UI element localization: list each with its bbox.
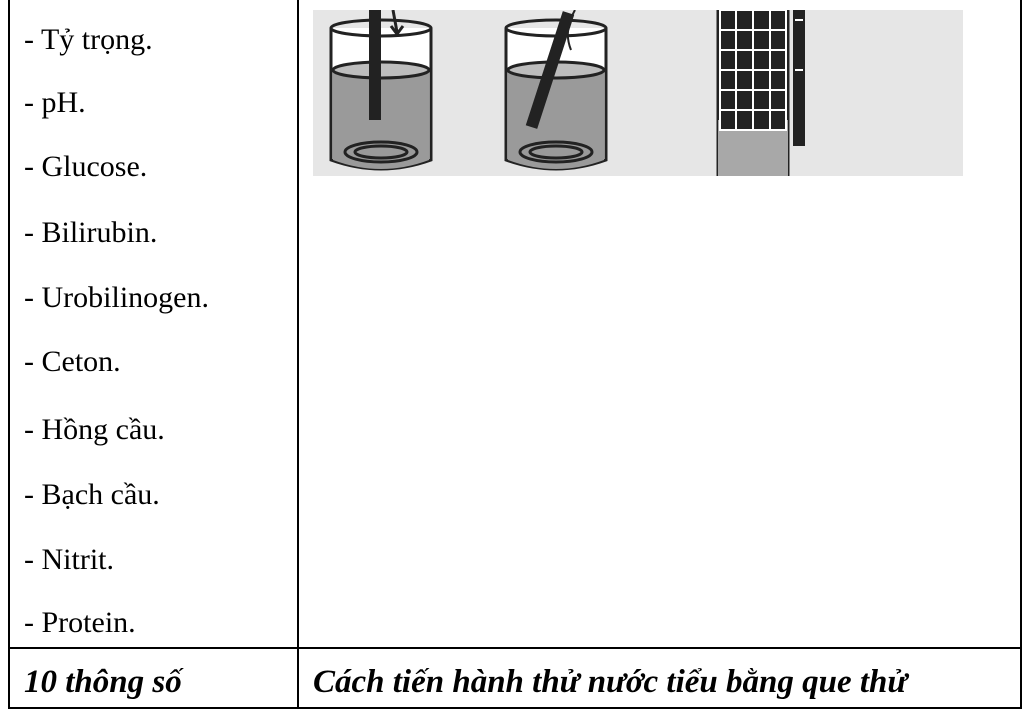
footer-left: 10 thông số — [24, 664, 182, 700]
column-divider — [297, 0, 299, 709]
parameter-item: - Bilirubin. — [24, 216, 158, 249]
parameter-item: - Protein. — [24, 606, 136, 639]
parameter-item: - Nitrit. — [24, 543, 114, 576]
parameter-item: - pH. — [24, 86, 86, 119]
parameter-item: - Hồng cầu. — [24, 413, 165, 446]
parameter-item: - Urobilinogen. — [24, 281, 209, 314]
parameter-item: - Tỷ trọng. — [24, 23, 153, 56]
footer-right: Cách tiến hành thử nước tiểu bằng que th… — [313, 664, 908, 700]
table-border — [1020, 0, 1022, 709]
illustration — [313, 10, 963, 176]
table-border — [8, 707, 1022, 709]
row-divider — [8, 647, 1022, 649]
parameter-item: - Glucose. — [24, 150, 148, 183]
table-border — [8, 0, 10, 709]
parameter-item: - Bạch cầu. — [24, 478, 160, 511]
parameter-item: - Ceton. — [24, 345, 121, 378]
